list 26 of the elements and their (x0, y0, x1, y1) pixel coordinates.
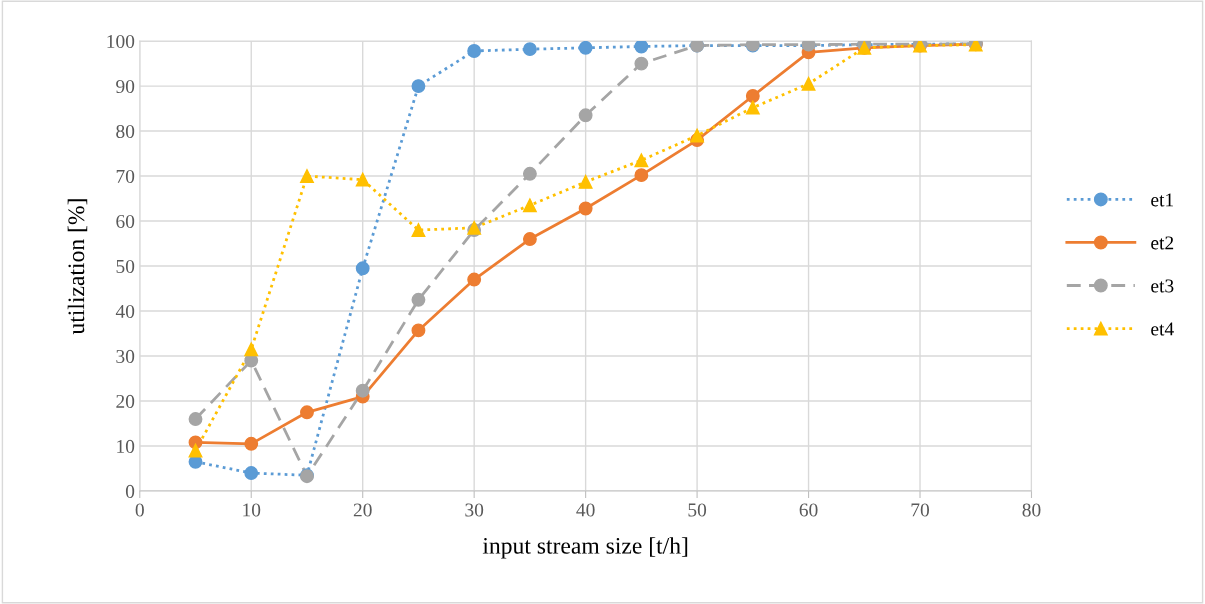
legend-label: et3 (1151, 279, 1174, 293)
x-tick-label: 30 (465, 503, 484, 517)
x-tick-label: 20 (353, 503, 372, 517)
x-tick-label: 0 (135, 503, 144, 517)
x-tick-label: 70 (911, 503, 929, 517)
y-tick-label: 0 (125, 484, 135, 498)
y-tick-label: 30 (116, 349, 135, 363)
x-tick-label: 10 (243, 503, 261, 517)
x-tick-label: 60 (799, 503, 818, 517)
y-axis-title: utilization [%] (67, 199, 88, 335)
y-tick-label: 100 (107, 34, 135, 49)
y-tick-label: 90 (116, 79, 135, 94)
y-tick-label: 60 (116, 214, 135, 228)
legend-label: et4 (1151, 322, 1174, 336)
y-tick-label: 50 (116, 259, 135, 273)
legend-label: et2 (1151, 236, 1174, 250)
y-tick-label: 70 (116, 169, 135, 183)
x-tick-label: 80 (1022, 503, 1041, 517)
y-tick-label: 20 (116, 394, 135, 408)
y-tick-label: 40 (115, 304, 135, 318)
x-tick-label: 40 (576, 503, 595, 517)
y-tick-label: 80 (116, 124, 135, 139)
x-tick-label: 50 (688, 503, 707, 517)
y-tick-label: 10 (117, 439, 135, 453)
legend-label: et1 (1151, 193, 1174, 207)
x-axis-title: input stream size [t/h] (482, 537, 688, 559)
